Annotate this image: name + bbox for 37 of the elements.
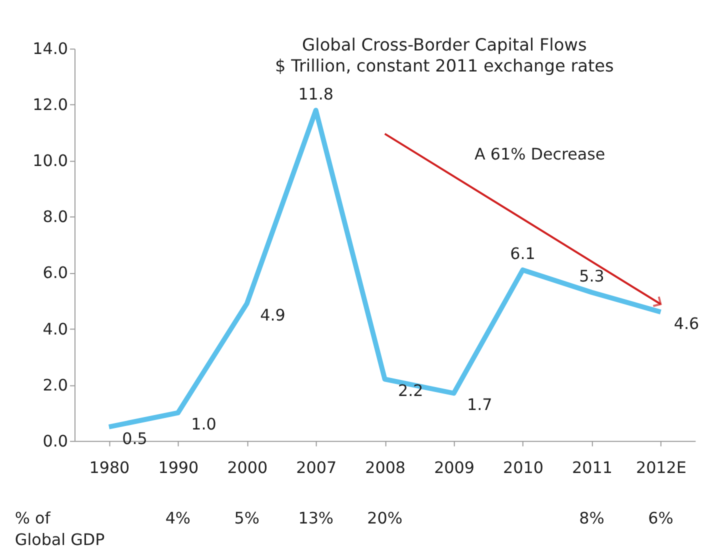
y-tick-label: 4.0 <box>42 319 68 338</box>
chart-subtitle: $ Trillion, constant 2011 exchange rates <box>275 55 614 76</box>
data-label: 2.2 <box>398 381 424 400</box>
data-label: 4.6 <box>674 314 700 333</box>
x-tick-label: 2009 <box>434 458 474 478</box>
x-tick-label: 1990 <box>158 458 199 478</box>
data-label: 6.1 <box>510 244 536 264</box>
x-tick-label: 2012E <box>636 458 686 478</box>
x-tick-label: 2000 <box>227 458 268 478</box>
text: 4% <box>165 508 191 528</box>
chart-title: Global Cross-Border Capital Flows <box>302 34 587 55</box>
data-label: 1.7 <box>466 395 492 414</box>
data-label: 11.8 <box>298 84 334 104</box>
text: 5% <box>234 508 260 528</box>
data-label: 1.0 <box>191 414 216 434</box>
annotation: A 61% Decrease <box>474 144 606 164</box>
data-label: 5.3 <box>579 266 604 286</box>
y-tick-label: 12.0 <box>32 95 68 114</box>
text: % of Global GDP <box>14 508 106 550</box>
text: 20% <box>367 508 402 528</box>
x-tick-label: 1980 <box>89 458 130 478</box>
y-tick-label: 0.0 <box>42 431 68 450</box>
text: 13% <box>298 508 334 528</box>
x-tick-label: 2010 <box>503 458 544 478</box>
data-label: 4.9 <box>260 305 286 324</box>
line-series <box>106 108 664 430</box>
text: 8% <box>579 508 604 528</box>
text: 6% <box>648 508 674 528</box>
y-tick-label: 10.0 <box>32 151 68 170</box>
y-tick-label: 2.0 <box>42 375 68 394</box>
data-label: 0.5 <box>122 428 148 448</box>
x-tick-label: 2007 <box>296 458 337 478</box>
x-tick-label: 2011 <box>572 458 612 478</box>
y-tick-label: 6.0 <box>42 263 68 282</box>
y-tick-label: 14.0 <box>32 39 68 58</box>
x-tick-label: 2008 <box>365 458 406 478</box>
y-tick-label: 8.0 <box>42 207 68 226</box>
